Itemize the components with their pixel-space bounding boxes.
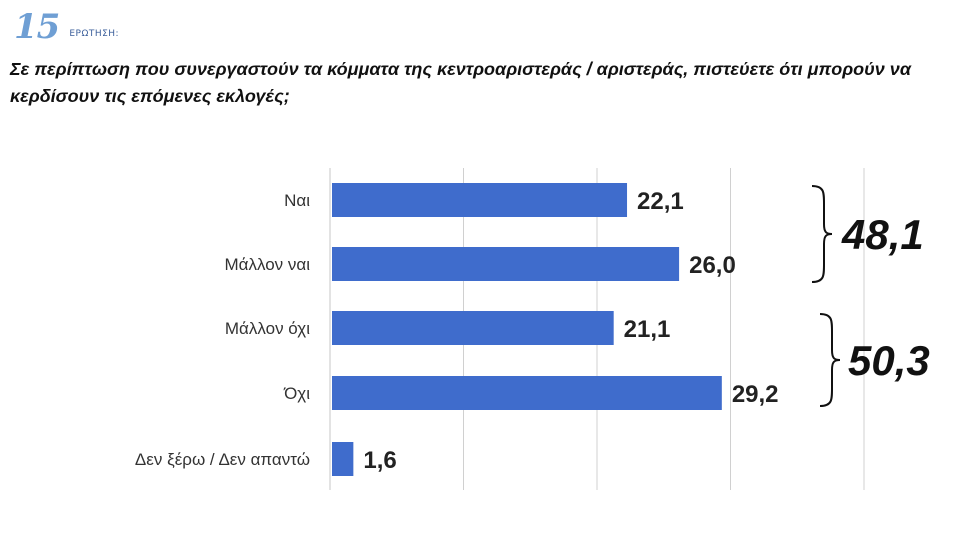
category-label: Δεν ξέρω / Δεν απαντώ xyxy=(135,450,310,469)
bar xyxy=(332,311,614,345)
bar xyxy=(332,376,722,410)
question-header: 15 ΕΡΩΤΗΣΗ: xyxy=(14,10,119,44)
question-label: ΕΡΩΤΗΣΗ: xyxy=(69,29,120,39)
category-label: Όχι xyxy=(283,384,310,403)
group-brace xyxy=(811,185,833,283)
category-label: Μάλλον όχι xyxy=(225,319,310,338)
bar xyxy=(332,247,680,281)
data-label: 26,0 xyxy=(689,252,736,279)
data-label: 1,6 xyxy=(363,447,396,474)
question-text: Σε περίπτωση που συνεργαστούν τα κόμματα… xyxy=(10,59,911,106)
data-label: 21,1 xyxy=(624,316,671,343)
category-label: Μάλλον ναι xyxy=(224,255,310,274)
group-total-label: 50,3 xyxy=(848,337,930,384)
group-brace xyxy=(819,313,841,407)
bar xyxy=(332,442,354,476)
question-number: 15 xyxy=(14,7,60,47)
data-label: 29,2 xyxy=(732,381,779,408)
bar xyxy=(332,183,628,217)
category-label: Ναι xyxy=(284,191,310,210)
group-total-label: 48,1 xyxy=(841,211,924,258)
data-label: 22,1 xyxy=(637,188,684,215)
